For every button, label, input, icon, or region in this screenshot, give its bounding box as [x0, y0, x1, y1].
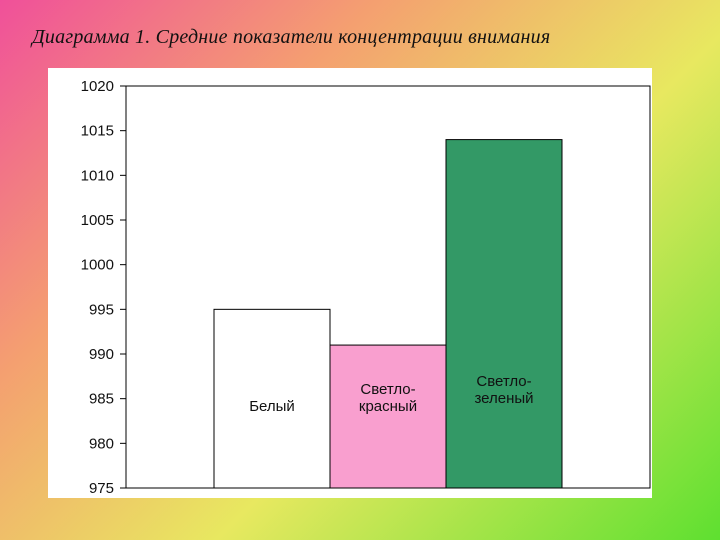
- bar-category-label-line: Светло-: [360, 381, 415, 398]
- y-tick-label: 1010: [81, 167, 114, 184]
- y-tick-label: 1015: [81, 123, 114, 140]
- y-tick-label: 1005: [81, 212, 114, 229]
- y-tick-label: 985: [89, 391, 114, 408]
- bar-category-label-line: красный: [359, 398, 417, 415]
- y-tick-label: 975: [89, 480, 114, 497]
- bar-category-label-line: зеленый: [474, 390, 533, 407]
- bar-category-label: Светло-красный: [359, 381, 417, 415]
- bar-category-label: Белый: [249, 398, 295, 415]
- y-tick-label: 980: [89, 435, 114, 452]
- chart-panel: 1020 1015 1010 1005 1000 995 990 985 980 975 Белый…: [48, 68, 652, 498]
- y-tick-label: 990: [89, 346, 114, 363]
- slide-title: Диаграмма 1. Средние показатели концентр…: [32, 26, 551, 48]
- bar-chart: 1020 1015 1010 1005 1000 995 990 985 980 975 Белый…: [81, 78, 651, 497]
- y-tick-label: 995: [89, 301, 114, 318]
- bar-category-label-line: Светло-: [476, 373, 531, 390]
- y-tick-label: 1020: [81, 78, 114, 95]
- bar: [213, 308, 331, 489]
- bar-category-label: Светло-зеленый: [474, 373, 533, 407]
- bar: [445, 139, 563, 489]
- bar: [329, 344, 447, 489]
- y-tick-label: 1000: [81, 257, 114, 274]
- bar-category-label-line: Белый: [249, 398, 295, 415]
